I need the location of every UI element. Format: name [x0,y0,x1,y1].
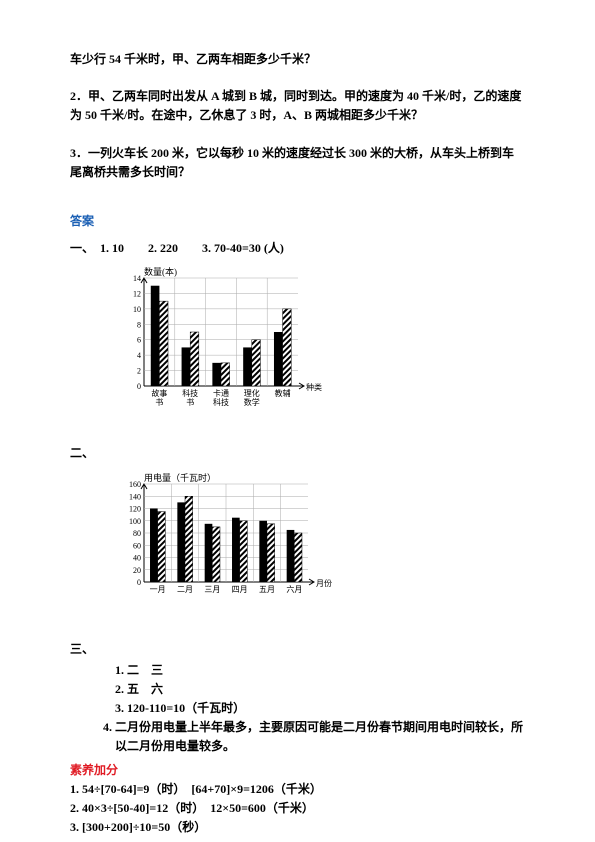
svg-text:书: 书 [186,397,194,407]
svg-text:80: 80 [133,529,141,538]
svg-text:0: 0 [137,382,141,391]
svg-text:一月: 一月 [150,585,166,594]
svg-text:数量(本): 数量(本) [144,266,177,277]
svg-text:20: 20 [133,565,141,574]
svg-text:数学: 数学 [244,397,260,407]
svg-text:种类: 种类 [306,382,322,392]
section-2: 二、 [70,444,525,463]
sol-2: 2. 40×3÷[50-40]=12（时） 12×50=600（千米） [70,799,525,818]
svg-text:六月: 六月 [286,584,302,594]
q3: 3．一列火车长 200 米，它以每秒 10 米的速度经过长 300 米的大桥，从… [70,144,525,182]
svg-text:理化: 理化 [244,388,260,398]
sub-3: 3. 120-110=10（千瓦时） [115,699,525,718]
svg-text:科技: 科技 [213,397,229,407]
bonus-header: 素养加分 [70,761,525,780]
svg-text:科技: 科技 [182,388,198,398]
svg-text:4: 4 [137,351,141,360]
sub-4: 4. 二月份用电量上半年最多，主要原因可能是二月份春节期间用电时间较长，所以二月… [115,718,525,756]
svg-text:五月: 五月 [259,585,275,594]
svg-text:12: 12 [133,290,141,299]
svg-text:100: 100 [129,516,141,525]
section-3: 三、 [70,640,525,659]
svg-text:教辅: 教辅 [275,388,291,398]
svg-text:四月: 四月 [232,585,248,594]
answer-line-1: 一、 1. 10 2. 220 3. 70-40=30 (人) [70,239,525,258]
svg-text:三月: 三月 [204,585,220,594]
svg-text:14: 14 [133,274,141,283]
sub-2: 2. 五 六 [115,680,525,699]
svg-text:8: 8 [137,321,141,330]
svg-text:160: 160 [129,480,141,489]
svg-text:10: 10 [133,305,141,314]
svg-text:140: 140 [129,492,141,501]
chart-1: 数量(本)02468101214故事书科技书卡通科技理化数学教辅种类 [110,264,525,434]
svg-text:2: 2 [137,367,141,376]
sol-1: 1. 54÷[70-64]=9（时） [64+70]×9=1206（千米） [70,780,525,799]
svg-text:0: 0 [137,578,141,587]
q2: 2．甲、乙两车同时出发从 A 城到 B 城，同时到达。甲的速度为 40 千米/时… [70,87,525,125]
svg-text:40: 40 [133,553,141,562]
svg-text:故事: 故事 [151,388,167,398]
svg-text:60: 60 [133,541,141,550]
sub-1: 1. 二 三 [115,661,525,680]
svg-text:月份: 月份 [316,578,332,588]
q1-tail: 车少行 54 千米时，甲、乙两车相距多少千米？ [70,50,525,69]
svg-text:120: 120 [129,504,141,513]
sol-3: 3. [300+200]÷10=50（秒） [70,818,525,837]
svg-text:书: 书 [155,397,163,407]
svg-text:二月: 二月 [177,585,193,594]
svg-text:用电量（千瓦时）: 用电量（千瓦时） [144,472,216,483]
answer-header: 答案 [70,212,525,231]
svg-text:卡通: 卡通 [213,388,229,398]
chart-2: 用电量（千瓦时） 0 20 40 60 80 100 120 140 160 一月 二月 三月 四月 五月 六… [110,470,525,630]
svg-text:6: 6 [137,336,141,345]
